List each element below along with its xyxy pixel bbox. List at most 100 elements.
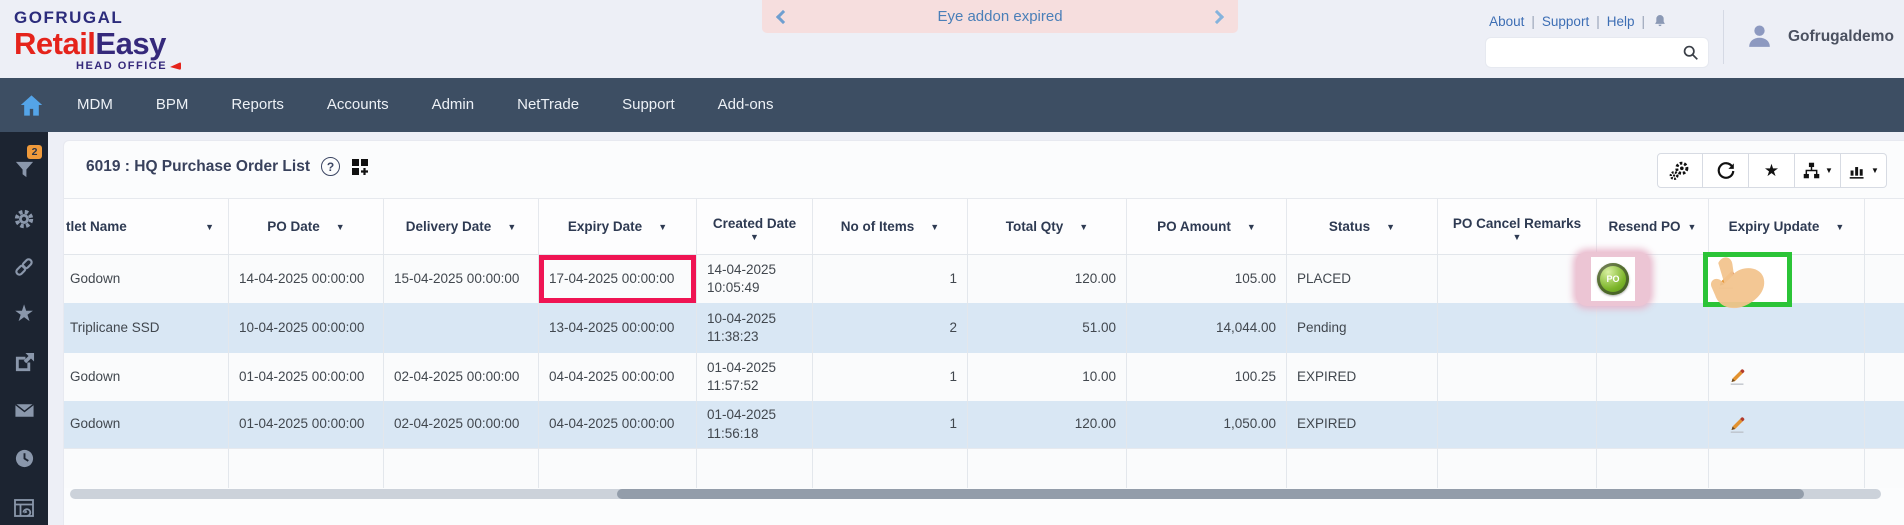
about-link[interactable]: About: [1489, 13, 1525, 29]
nav-item-accounts[interactable]: Accounts: [326, 96, 389, 113]
link-icon[interactable]: [0, 256, 48, 278]
cell-no-of-items: 1: [813, 255, 968, 303]
refresh-button[interactable]: [1703, 153, 1749, 188]
column-header-no-of-items[interactable]: No of Items ▼: [813, 199, 968, 254]
cell-spacer: [1865, 353, 1904, 401]
favorites-star-icon[interactable]: ★: [13, 300, 35, 326]
column-header-total-qty[interactable]: Total Qty ▼: [968, 199, 1127, 254]
cell-empty: [1709, 449, 1865, 488]
chart-view-button[interactable]: ▼: [1841, 153, 1887, 188]
mail-icon[interactable]: [0, 400, 48, 421]
hierarchy-view-button[interactable]: ▼: [1795, 153, 1841, 188]
column-header-po-cancel-remarks[interactable]: PO Cancel Remarks ▼: [1438, 199, 1597, 254]
search-input[interactable]: [1486, 38, 1708, 67]
cell-po-cancel-remarks: [1438, 353, 1597, 401]
cell-empty: [1438, 449, 1597, 488]
cell-empty: [813, 449, 968, 488]
cell-expiry-update: [1709, 353, 1865, 401]
table-row: Godown 01-04-2025 00:00:00 02-04-2025 00…: [64, 401, 1904, 449]
content-panel: 6019 : HQ Purchase Order List ? ★ ▼ ▼ tl…: [63, 140, 1904, 525]
grid-menu-icon[interactable]: [351, 158, 369, 176]
cell-expiry-update: [1703, 252, 1865, 309]
cell-empty: [697, 449, 813, 488]
cell-total-qty: 10.00: [968, 353, 1127, 401]
left-sidebar: 2 ★: [0, 132, 48, 525]
banner-next-icon[interactable]: [1209, 9, 1225, 24]
edit-pencil-icon[interactable]: [1729, 368, 1746, 385]
horizontal-scrollbar-thumb[interactable]: [617, 489, 1804, 499]
share-export-icon[interactable]: [0, 352, 48, 373]
settings-gear-icon[interactable]: [0, 208, 48, 230]
nav-item-addons[interactable]: Add-ons: [717, 96, 774, 113]
window-switch-icon[interactable]: [0, 497, 48, 519]
cell-created-date: 01-04-2025 11:56:18: [697, 401, 813, 448]
column-header-po-amount[interactable]: PO Amount ▼: [1127, 199, 1287, 254]
app-logo: GOFRUGAL RetailEasy HEAD OFFICE: [14, 8, 244, 72]
column-header-po-date[interactable]: PO Date ▼: [229, 199, 384, 254]
nav-item-bpm[interactable]: BPM: [155, 96, 189, 113]
cell-expiry-date: 13-04-2025 00:00:00: [539, 303, 697, 353]
addon-expired-banner: Eye addon expired: [762, 0, 1238, 33]
cell-expiry-update: [1709, 401, 1865, 448]
help-link[interactable]: Help: [1606, 13, 1635, 29]
user-menu[interactable]: Gofrugaldemo: [1744, 21, 1894, 52]
cell-empty: [539, 449, 697, 488]
avatar: [1744, 21, 1775, 52]
cell-po-cancel-remarks: [1438, 303, 1597, 353]
sort-caret-icon: ▼: [930, 221, 940, 232]
list-toolbar: ★ ▼ ▼: [1657, 153, 1887, 188]
cell-status: Pending: [1287, 303, 1438, 353]
settings-gears-button[interactable]: [1657, 153, 1703, 188]
cell-outlet-name: Godown: [64, 353, 229, 401]
edit-pencil-icon[interactable]: [1729, 416, 1746, 433]
cell-empty: [1127, 449, 1287, 488]
column-header-delivery-date[interactable]: Delivery Date ▼: [384, 199, 539, 254]
search-icon[interactable]: [1682, 44, 1699, 61]
cell-po-amount: 100.25: [1127, 353, 1287, 401]
sort-caret-icon: ▼: [335, 221, 345, 232]
page-title: 6019 : HQ Purchase Order List: [86, 157, 310, 175]
resend-po-icon[interactable]: PO: [1597, 263, 1629, 295]
page-title-row: 6019 : HQ Purchase Order List ?: [86, 157, 369, 176]
column-header-created-date[interactable]: Created Date ▼: [697, 199, 813, 254]
column-header-outlet-name[interactable]: tlet Name ▼: [64, 199, 229, 254]
cell-outlet-name: Godown: [64, 255, 229, 303]
banner-prev-icon[interactable]: [775, 9, 791, 24]
column-header-expiry-update[interactable]: Expiry Update ▼: [1709, 199, 1865, 254]
global-search: [1486, 38, 1708, 67]
history-clock-icon[interactable]: [0, 448, 48, 469]
home-icon[interactable]: [0, 92, 62, 119]
cell-po-cancel-remarks: [1438, 401, 1597, 448]
logo-swoosh-icon: [170, 61, 182, 70]
horizontal-scrollbar[interactable]: [70, 489, 1881, 499]
cell-empty: [1597, 449, 1709, 488]
top-header: GOFRUGAL RetailEasy HEAD OFFICE Eye addo…: [0, 0, 1904, 78]
cell-delivery-date: 02-04-2025 00:00:00: [384, 353, 539, 401]
filter-icon[interactable]: [0, 159, 48, 180]
nav-item-support[interactable]: Support: [622, 96, 675, 113]
sort-caret-icon: ▼: [1687, 221, 1697, 232]
sort-caret-icon: ▼: [1386, 221, 1396, 232]
cell-total-qty: 120.00: [968, 255, 1127, 303]
top-links: About | Support | Help |: [1489, 13, 1668, 29]
banner-message: Eye addon expired: [937, 8, 1063, 25]
notification-bell-icon[interactable]: [1652, 13, 1668, 29]
cell-expiry-update: [1709, 303, 1865, 353]
resend-po-highlight: PO: [1576, 252, 1650, 306]
column-header-status[interactable]: Status ▼: [1287, 199, 1438, 254]
nav-item-nettrade[interactable]: NetTrade: [517, 96, 580, 113]
sort-caret-icon: ▼: [1246, 221, 1256, 232]
cell-delivery-date: 15-04-2025 00:00:00: [384, 255, 539, 303]
cell-po-date: 14-04-2025 00:00:00: [229, 255, 384, 303]
nav-item-reports[interactable]: Reports: [231, 96, 284, 113]
cell-resend-po: PO: [1576, 252, 1709, 306]
nav-item-admin[interactable]: Admin: [431, 96, 475, 113]
column-header-resend-po[interactable]: Resend PO ▼: [1597, 199, 1709, 254]
nav-item-mdm[interactable]: MDM: [77, 96, 113, 113]
cell-status: EXPIRED: [1287, 353, 1438, 401]
support-link[interactable]: Support: [1541, 13, 1590, 29]
column-header-expiry-date[interactable]: Expiry Date ▼: [539, 199, 697, 254]
favorite-star-button[interactable]: ★: [1749, 153, 1795, 188]
filter-count-badge: 2: [27, 145, 42, 159]
help-icon[interactable]: ?: [320, 157, 340, 176]
